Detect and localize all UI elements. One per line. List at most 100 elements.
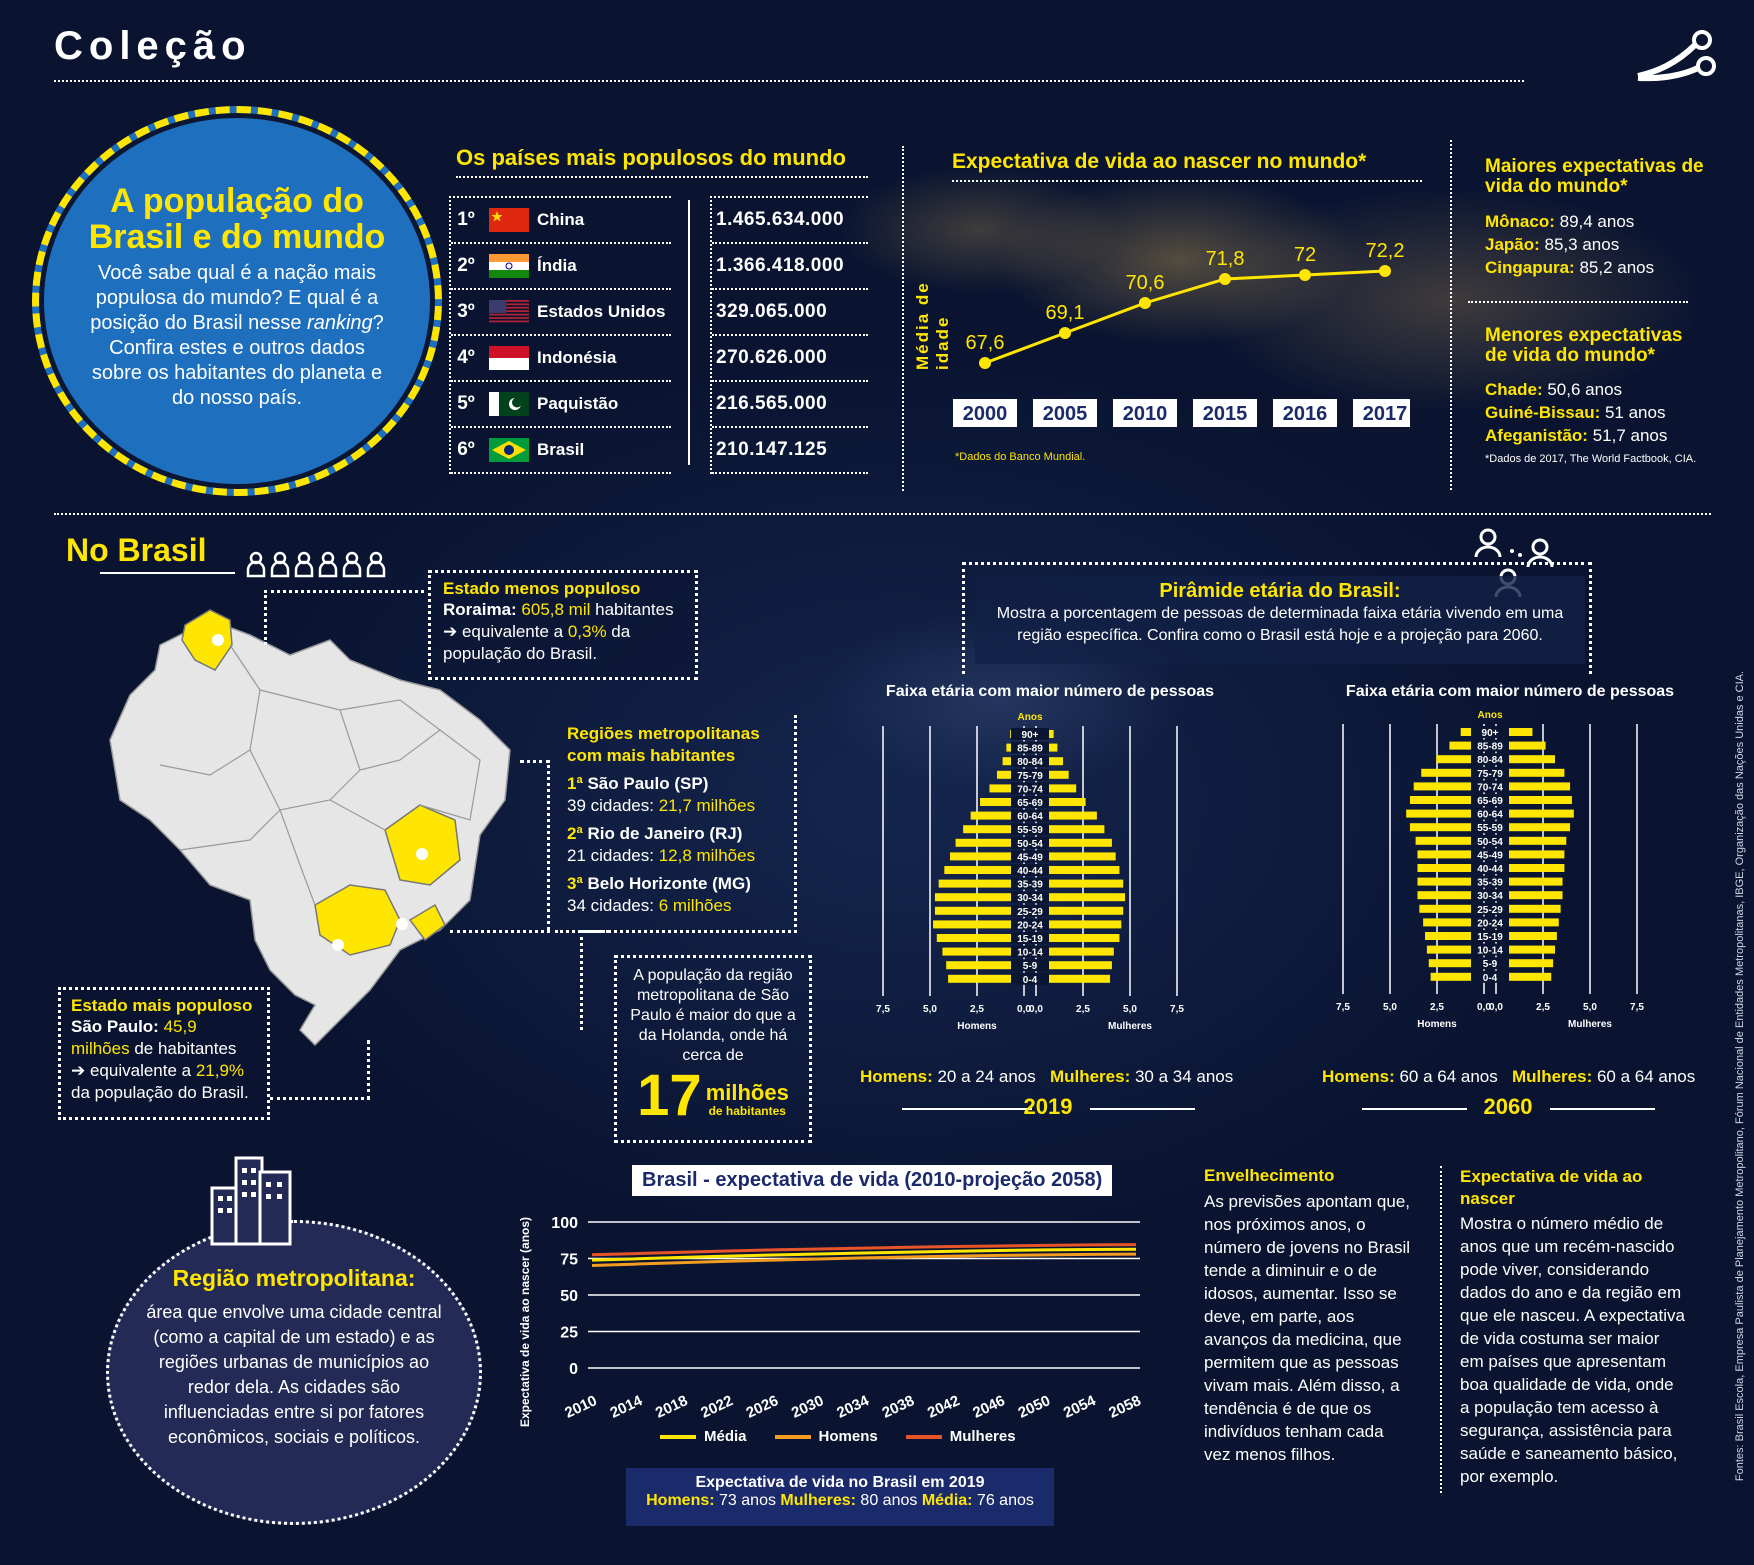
pyramid-label-bg	[1471, 807, 1509, 820]
brasil-title: No Brasil	[66, 532, 207, 568]
populous-row: 6º Brasil	[451, 428, 671, 474]
intro-circle: A população do Brasil e do mundo Você sa…	[32, 106, 442, 496]
pyramid-bar-women	[1508, 782, 1571, 791]
pyramid-label-bg	[1471, 739, 1509, 752]
pyramid-label-bg	[1011, 945, 1049, 958]
pyramid-bar-women	[1048, 825, 1105, 834]
world-life-value-label: 71,8	[1206, 248, 1245, 270]
year-box	[1273, 399, 1337, 427]
pyramid-label-bg	[1471, 848, 1509, 861]
pyramid-bar-men	[1006, 743, 1012, 752]
pyramid-age-label: 50-54	[1477, 837, 1503, 848]
pyramid-label-bg	[1011, 741, 1049, 754]
intro-title-line2: Brasil e do mundo	[88, 218, 386, 256]
pyramid-label-bg	[1011, 768, 1049, 781]
pyramid-xtick: 2,5	[1076, 1004, 1090, 1015]
brasil-series-line	[591, 1252, 1137, 1268]
pyramid-label-bg	[1471, 753, 1509, 766]
pyramid-xtick: 7,5	[1336, 1002, 1350, 1013]
populous-value: 1.465.634.000	[716, 209, 845, 230]
pyramid-age-label: 25-29	[1477, 905, 1503, 916]
pyramid-women-label: Mulheres	[1568, 1019, 1612, 1030]
metro-item-pop: 21 cidades: 12,8 milhões	[567, 845, 782, 867]
metro-rank: 3ª	[567, 874, 583, 893]
most-text-1: São Paulo: 45,9	[71, 1017, 197, 1036]
extreme-value: 51 anos	[1600, 403, 1666, 422]
pyramid-left-summary: Homens: 20 a 24 anos Mulheres: 30 a 34 a…	[860, 1067, 1234, 1086]
people-icons	[246, 550, 391, 583]
world-life-point	[1059, 327, 1071, 339]
pyramid-age-label: 10-14	[1477, 946, 1503, 957]
roraima-state	[181, 609, 233, 671]
pyramid-bar-women	[1508, 755, 1555, 764]
pyramid-label-bg	[1011, 809, 1049, 822]
metro-title-1: Regiões metropolitanas	[567, 724, 760, 743]
populous-country: Indonésia	[537, 348, 617, 367]
populous-rank: 5º	[457, 393, 475, 414]
extremes-max-title: Maiores expectativas de vida do mundo*	[1485, 156, 1704, 197]
expect-def-text: Mostra o número médio de anos que um rec…	[1460, 1214, 1685, 1486]
least-populous-box: Estado menos populoso Roraima: 605,8 mil…	[428, 570, 698, 680]
populous-value: 216.565.000	[716, 393, 828, 414]
pyramid-bar-men	[1430, 972, 1472, 981]
pyramid-bar-women	[1048, 893, 1126, 902]
metro-rank: 1ª	[567, 774, 583, 793]
pyramid-right-summary: Homens: 60 a 64 anos Mulheres: 60 a 64 a…	[1322, 1067, 1696, 1086]
sp-note-text: A população da região metropolitana de S…	[630, 967, 796, 1064]
extreme-value: 50,6 anos	[1542, 380, 1623, 399]
pyramid-age-label: 55-59	[1477, 823, 1503, 834]
roraima-marker	[212, 634, 224, 646]
pyramid-label-bg	[1471, 902, 1509, 915]
pyramid-xtick: 7,5	[1630, 1002, 1644, 1013]
brazil-shape	[109, 619, 511, 1047]
legend-label: Homens	[818, 1428, 878, 1445]
metro-cities: 21 cidades:	[567, 846, 659, 865]
world-life-year-label: 2015	[1203, 403, 1248, 425]
brasil-xtick: 2022	[698, 1392, 735, 1422]
pyramid-bar-women	[1508, 850, 1565, 859]
pyramid-bar-women	[1508, 728, 1533, 736]
rio-marker	[396, 918, 408, 930]
populous-row: 5º Paquistão	[451, 382, 671, 428]
brasil-ytick: 50	[560, 1288, 578, 1305]
metro-pop: 6 milhões	[658, 896, 732, 915]
pyramid-age-label: 65-69	[1017, 798, 1043, 809]
year-box	[1353, 399, 1410, 427]
populous-values-list: 1.465.634.000 1.366.418.000 329.065.000 270…	[710, 196, 868, 474]
pyramid-axis-top: Anos	[1018, 712, 1043, 723]
extreme-country: Mônaco:	[1485, 212, 1555, 231]
pyramid-bar-women	[1508, 823, 1571, 832]
extreme-value: 51,7 anos	[1587, 426, 1668, 445]
metro-name: Belo Horizonte (MG)	[582, 874, 751, 893]
extreme-item: Guiné-Bissau: 51 anos	[1485, 401, 1667, 424]
pyramid-age-label: 85-89	[1477, 742, 1503, 753]
pyramid-age-label: 70-74	[1017, 784, 1043, 795]
pyramid-bar-women	[1508, 836, 1567, 845]
populous-value: 1.366.418.000	[716, 255, 845, 276]
brasil-xtick: 2026	[744, 1392, 781, 1422]
aging-title: Envelhecimento	[1204, 1166, 1335, 1185]
brasil-xtick: 2050	[1016, 1392, 1053, 1422]
brasil-2019-values: Homens: 73 anos Mulheres: 80 anos Média:…	[646, 1492, 1034, 1509]
populous-row: 1º China	[451, 198, 671, 244]
metro-rank: 2ª	[567, 824, 583, 843]
populous-country: China	[537, 210, 585, 229]
china-flag	[489, 208, 529, 232]
indonesia-flag	[489, 346, 529, 370]
pyramid-age-label: 85-89	[1017, 744, 1043, 755]
pyramid-xtick: 0,0	[1477, 1002, 1491, 1013]
header-divider	[54, 80, 1524, 82]
section-divider	[54, 513, 1711, 515]
pyramid-age-label: 45-49	[1477, 850, 1503, 861]
pyramid-bar-men	[938, 879, 1012, 888]
most-text-3: ➔ equivalente a 21,9%	[71, 1061, 245, 1080]
extremes-min-list: Chade: 50,6 anos Guiné-Bissau: 51 anos Afe…	[1485, 378, 1667, 447]
metro-list: 1ª São Paulo (SP) 39 cidades: 21,7 milhõ…	[567, 773, 782, 917]
pyramid-label-bg	[1011, 755, 1049, 768]
pyramid-bar-men	[944, 866, 1012, 874]
pyramid-bar-men	[1428, 959, 1472, 968]
pyramid-label-bg	[1011, 891, 1049, 904]
metro-def-title: Região metropolitana:	[172, 1265, 416, 1291]
pyramid-bar-women	[1048, 974, 1111, 983]
pyramid-bar-women	[1048, 879, 1124, 888]
